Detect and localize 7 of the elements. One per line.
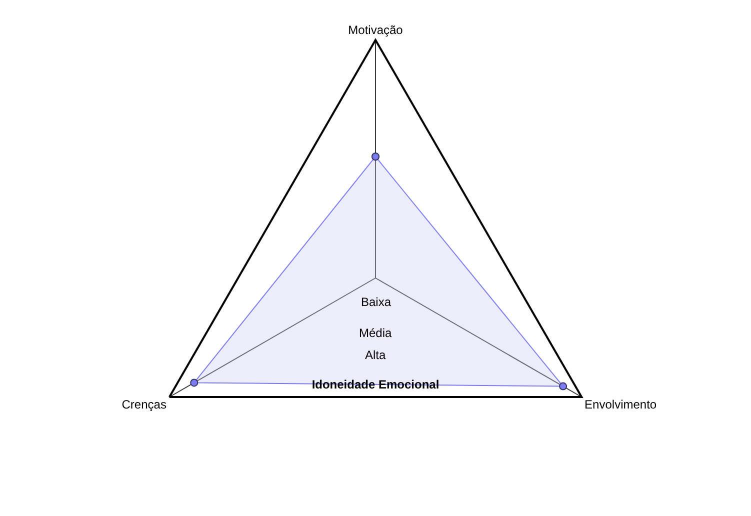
spoke-label: Crenças [122,397,166,412]
spoke-label: Motivação [348,23,404,38]
text: Média [359,326,392,340]
text: Alta [365,348,386,362]
text: Baixa [361,295,392,309]
spoke-label: Envolvimento [584,397,657,412]
text: Idoneidade Emocional [312,378,440,392]
